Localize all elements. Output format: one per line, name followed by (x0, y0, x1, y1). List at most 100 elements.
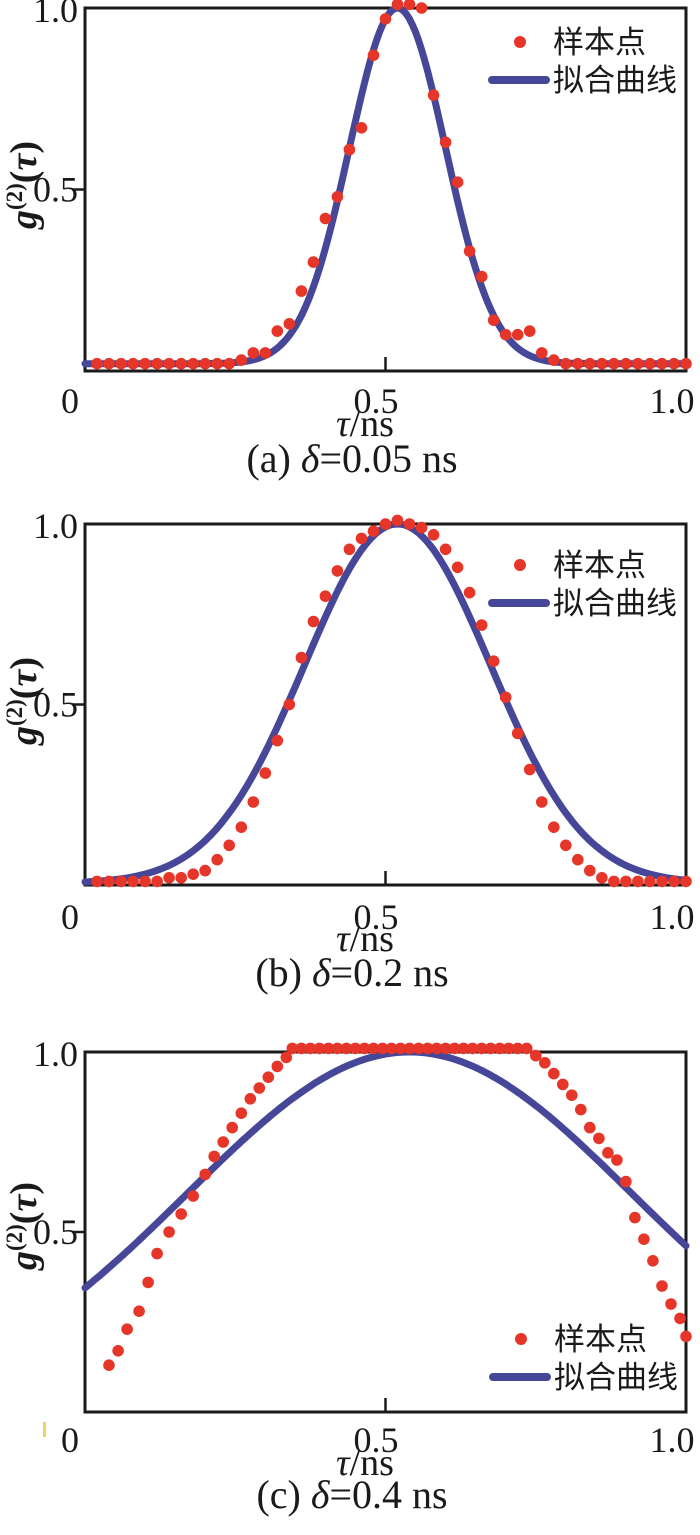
sample-point (259, 767, 272, 779)
sample-point (391, 514, 404, 527)
sample-point (499, 328, 512, 341)
sample-point (175, 1208, 187, 1220)
sample-point (121, 1323, 133, 1335)
y-tick-label: 1.0 (33, 0, 78, 30)
sample-point (499, 691, 512, 704)
y-tick-label: 1.0 (33, 506, 78, 546)
sample-point (656, 1280, 668, 1292)
sample-point (175, 357, 187, 370)
sample-point (331, 565, 344, 577)
sample-point (343, 143, 356, 156)
sample-point (680, 357, 692, 370)
sample-point (403, 1042, 416, 1055)
sample-point (151, 875, 163, 888)
sample-point (644, 357, 656, 370)
sample-point (511, 1042, 524, 1055)
subplot-caption: (b) δ=0.2 ns (255, 950, 448, 995)
sample-point (199, 864, 211, 877)
legend-sample-marker (514, 559, 526, 571)
x-tick-label: 0.5 (354, 1420, 399, 1460)
sample-point (235, 1107, 248, 1119)
sample-point (319, 212, 332, 225)
sample-point (304, 1042, 317, 1055)
x-tick-label: 0 (61, 1420, 79, 1460)
sample-point (385, 1042, 398, 1055)
sample-point (487, 314, 500, 327)
sample-point (493, 1042, 506, 1055)
sample-point (596, 872, 608, 884)
sample-point (271, 734, 284, 747)
sample-point (175, 872, 187, 884)
sample-point (511, 727, 524, 740)
sample-point (620, 875, 632, 888)
sample-point (451, 176, 464, 188)
legend-fit-label: 拟合曲线 (553, 586, 677, 621)
sample-point (127, 357, 139, 370)
sample-point (427, 529, 440, 541)
legend-fit-label: 拟合曲线 (553, 63, 677, 98)
sample-point (656, 875, 668, 888)
sample-point (511, 328, 524, 341)
x-tick-label: 0 (61, 897, 79, 937)
y-tick-label: 1.0 (33, 1035, 78, 1074)
x-tick-label: 0.5 (354, 897, 399, 937)
sample-point (463, 586, 476, 599)
sample-point (103, 1359, 115, 1371)
sample-point (394, 1042, 407, 1055)
y-tick-label: 0.5 (33, 170, 78, 210)
sample-point (584, 1121, 596, 1134)
sample-point (349, 1042, 362, 1055)
sample-point (466, 1042, 479, 1055)
sample-point (127, 875, 139, 888)
sample-point (430, 1042, 443, 1055)
sample-point (391, 0, 404, 11)
sample-point (367, 525, 380, 537)
sample-point (247, 796, 260, 808)
sample-point (367, 1042, 380, 1055)
sample-point (91, 875, 103, 888)
sample-point (415, 2, 428, 14)
sample-point (379, 13, 392, 25)
sample-point (151, 357, 163, 370)
sample-point (115, 357, 127, 370)
sample-point (322, 1042, 335, 1055)
sample-point (647, 1255, 659, 1267)
sample-point (572, 357, 584, 370)
sample-point (295, 651, 308, 664)
sample-point (421, 1042, 434, 1055)
sample-point (259, 347, 272, 359)
sample-point (412, 1042, 425, 1055)
sample-point (187, 357, 199, 370)
sample-point (566, 1089, 578, 1101)
sample-point (475, 619, 488, 631)
sample-point (548, 354, 560, 366)
sample-point (151, 1247, 163, 1260)
sample-point (484, 1042, 497, 1055)
sample-point (331, 1042, 344, 1055)
sample-point (295, 285, 308, 297)
y-tick-label: 0.5 (33, 685, 78, 725)
sample-point (502, 1042, 515, 1055)
sample-point (448, 1042, 461, 1055)
sample-point (139, 875, 151, 888)
subplot-caption: (c) δ=0.4 ns (256, 1472, 447, 1517)
sample-point (439, 136, 452, 149)
sample-point (313, 1042, 326, 1055)
sample-point (253, 1082, 266, 1094)
sample-point (379, 518, 392, 530)
x-tick-label: 1.0 (650, 897, 695, 937)
sample-point (665, 1298, 677, 1310)
sample-point (355, 532, 368, 545)
sample-point (211, 853, 223, 866)
sample-point (187, 1190, 199, 1202)
sample-point (283, 698, 296, 711)
legend-sample-label: 样本点 (554, 1322, 647, 1357)
y-axis-label: g(2)(τ) (2, 1182, 45, 1271)
fit-curve (81, 1048, 690, 1292)
sample-point (355, 122, 368, 134)
sample-point (457, 1042, 470, 1055)
sample-point (557, 1078, 569, 1091)
sample-point (463, 245, 476, 257)
